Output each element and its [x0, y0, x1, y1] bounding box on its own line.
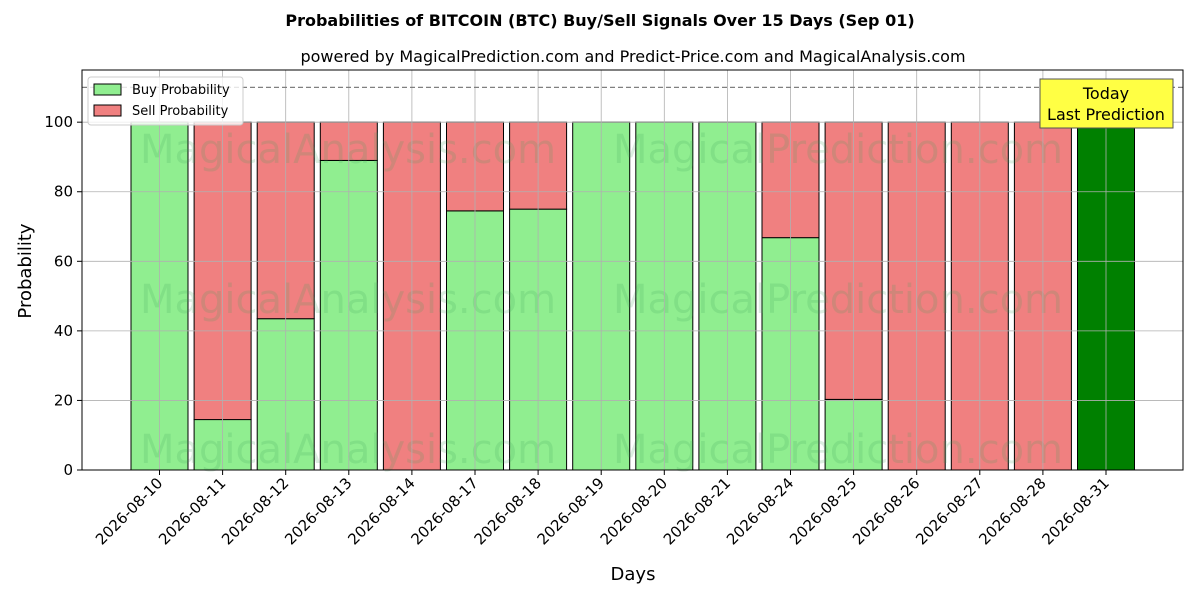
- x-tick-label-2026-08-19: 2026-08-19: [534, 474, 608, 548]
- y-tick-label-60: 60: [54, 252, 73, 270]
- watermark-right-0: MagicalPrediction.com: [613, 127, 1063, 173]
- watermark-left-0: MagicalAnalysis.com: [140, 127, 556, 173]
- x-tick-label-2026-08-31: 2026-08-31: [1038, 474, 1112, 548]
- axes-frame: [81, 69, 1184, 471]
- y-tick-label-0: 0: [63, 461, 73, 479]
- y-tick-label-40: 40: [54, 322, 73, 340]
- watermark-left-2: MagicalAnalysis.com: [140, 427, 556, 473]
- x-tick-label-2026-08-24: 2026-08-24: [723, 474, 797, 548]
- watermark-right-2: MagicalPrediction.com: [613, 427, 1063, 473]
- x-tick-label-2026-08-12: 2026-08-12: [218, 474, 292, 548]
- x-tick-label-2026-08-17: 2026-08-17: [407, 474, 481, 548]
- x-tick-label-2026-08-28: 2026-08-28: [975, 474, 1049, 548]
- chart-title: Probabilities of BITCOIN (BTC) Buy/Sell …: [285, 11, 914, 30]
- today-annotation-line2: Last Prediction: [1047, 105, 1165, 124]
- chart-subtitle: powered by MagicalPrediction.com and Pre…: [300, 47, 965, 66]
- legend-label-0: Buy Probability: [132, 83, 230, 98]
- x-tick-label-2026-08-13: 2026-08-13: [281, 474, 355, 548]
- x-tick-label-2026-08-10: 2026-08-10: [92, 474, 166, 548]
- x-tick-label-2026-08-26: 2026-08-26: [849, 474, 923, 548]
- today-annotation-line1: Today: [1082, 84, 1129, 103]
- legend-box: [87, 76, 244, 126]
- watermark-right-1: MagicalPrediction.com: [613, 277, 1063, 323]
- y-tick-label-20: 20: [54, 391, 73, 409]
- x-tick-label-2026-08-20: 2026-08-20: [597, 474, 671, 548]
- today-annotation-box: [1039, 78, 1174, 129]
- x-tick-label-2026-08-27: 2026-08-27: [912, 474, 986, 548]
- watermark-left-1: MagicalAnalysis.com: [140, 277, 556, 323]
- x-tick-label-2026-08-11: 2026-08-11: [155, 474, 229, 548]
- x-tick-label-2026-08-18: 2026-08-18: [471, 474, 545, 548]
- legend-swatch-0: [93, 83, 122, 96]
- y-axis-label: Probability: [15, 223, 36, 318]
- x-tick-label-2026-08-25: 2026-08-25: [786, 474, 860, 548]
- legend-swatch-1: [93, 104, 122, 117]
- x-tick-label-2026-08-14: 2026-08-14: [344, 474, 418, 548]
- y-tick-label-80: 80: [54, 183, 73, 201]
- x-tick-label-2026-08-21: 2026-08-21: [660, 474, 734, 548]
- legend-label-1: Sell Probability: [132, 104, 229, 119]
- y-tick-label-100: 100: [44, 113, 73, 131]
- x-axis-label: Days: [611, 564, 656, 585]
- plot-area: MagicalAnalysis.com MagicalPrediction.com…: [44, 69, 1184, 548]
